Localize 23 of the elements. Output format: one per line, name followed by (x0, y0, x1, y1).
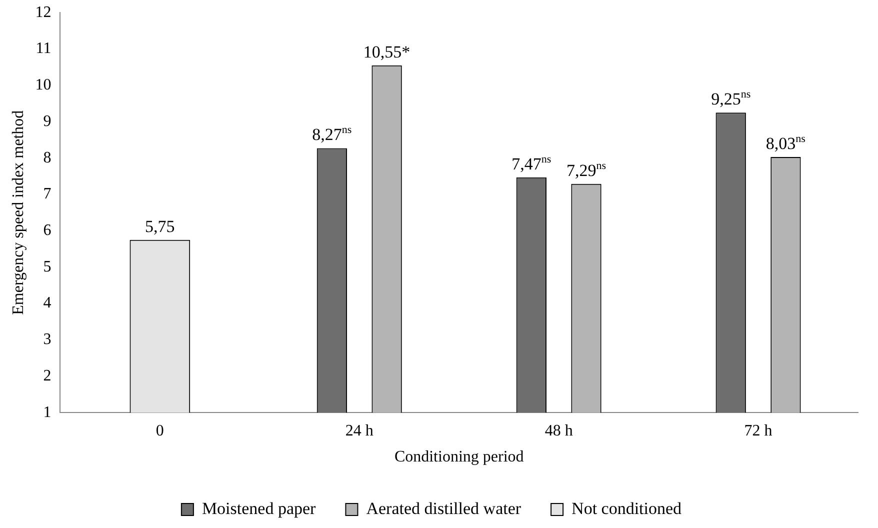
y-tick-label: 1 (43, 404, 52, 421)
y-tick-label: 11 (36, 40, 52, 58)
y-tick-label: 8 (43, 149, 52, 166)
data-label: 10,55* (363, 42, 410, 62)
data-label: 5,75 (145, 216, 175, 236)
y-tick-label: 9 (43, 112, 52, 130)
y-tick-label: 4 (43, 294, 52, 312)
y-tick-label: 2 (43, 367, 52, 384)
y-tick-label: 5 (43, 258, 52, 276)
y-tick-label: 3 (43, 331, 52, 348)
legend-label: Not conditioned (572, 498, 682, 518)
y-tick-label: 6 (43, 222, 52, 239)
y-tick-label: 7 (43, 186, 52, 203)
x-tick-label: 48 h (544, 422, 573, 440)
y-tick-label: 12 (35, 4, 52, 21)
x-tick-label: 72 h (744, 422, 772, 440)
x-axis-title: Conditioning period (394, 448, 524, 466)
y-axis-title: Emergency speed index method (10, 110, 27, 315)
y-tick-label: 10 (35, 76, 52, 94)
x-tick-label: 24 h (345, 422, 374, 440)
legend-label: Aerated distilled water (366, 498, 522, 518)
x-tick-label: 0 (156, 422, 164, 440)
legend-label: Moistened paper (202, 498, 316, 518)
